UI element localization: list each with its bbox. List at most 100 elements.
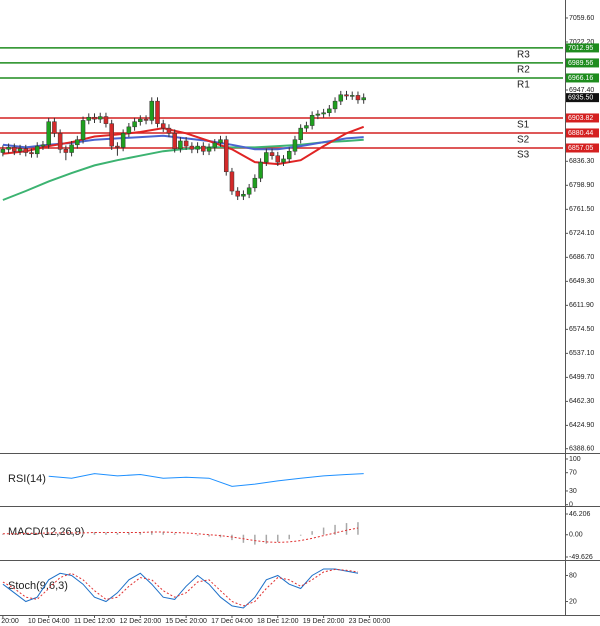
y-tick-label: 0.00 [569, 532, 583, 539]
price-label: 6903.82 [568, 115, 593, 122]
y-tick-label: 46.206 [569, 511, 591, 518]
candle-body [304, 125, 309, 129]
indicator-line [48, 473, 364, 487]
candle-body [138, 118, 143, 122]
candle-body [75, 139, 80, 146]
panel-title: MACD(12,26,9) [8, 526, 84, 538]
candle-body [143, 118, 149, 121]
candle-body [92, 116, 97, 120]
candle-body [155, 100, 160, 124]
candle-body [361, 97, 366, 101]
y-tick-label: 6462.30 [569, 398, 594, 405]
indicator-line [2, 568, 359, 607]
x-tick-label: 20:00 [1, 618, 19, 625]
candle-body [201, 145, 206, 152]
indicator-line [2, 138, 364, 201]
price-box [566, 113, 599, 123]
candle-body [223, 139, 229, 173]
candle-body [57, 133, 63, 150]
candle-body [275, 155, 281, 163]
y-tick-label: 100 [569, 456, 581, 463]
candle-body [80, 120, 86, 140]
candle-body [120, 133, 126, 148]
price-box [566, 128, 599, 138]
candle-body [315, 113, 321, 116]
y-tick-label: 7059.60 [569, 15, 594, 22]
indicator-line [2, 568, 359, 609]
candle-body [103, 116, 109, 124]
candle-body [298, 127, 303, 140]
price-label: 7012.95 [568, 45, 593, 52]
candle-body [97, 116, 103, 120]
candle-body [166, 127, 172, 134]
x-tick-label: 19 Dec 20:00 [303, 618, 345, 625]
x-tick-label: 12 Dec 20:00 [119, 618, 161, 625]
candle-body [258, 161, 263, 179]
candle-body [52, 121, 57, 134]
candle-body [246, 187, 252, 195]
candle-body [355, 95, 361, 101]
price-label: 6966.16 [568, 75, 593, 82]
price-box [566, 143, 599, 153]
indicator-line [2, 527, 359, 543]
candle-body [264, 152, 269, 163]
candle-body [189, 145, 195, 150]
candle-body [34, 145, 40, 155]
candle-body [321, 112, 326, 115]
candle-body [160, 123, 166, 129]
y-tick-label: 6686.70 [569, 254, 594, 261]
candle-body [17, 148, 23, 152]
candle-body [126, 126, 132, 134]
price-label: 6880.44 [568, 130, 593, 137]
candle-body [6, 147, 11, 150]
y-tick-label: 20 [569, 598, 577, 605]
y-tick-label: 0 [569, 502, 573, 509]
candle-body [0, 149, 6, 153]
candle-body [269, 152, 275, 156]
last-price-label: 6935.50 [568, 94, 593, 101]
y-tick-label: -49.626 [569, 554, 593, 561]
y-tick-label: 6537.10 [569, 350, 594, 357]
level-name: S3 [517, 150, 530, 161]
panel-title: Stoch(9,6,3) [8, 580, 68, 592]
y-tick-label: 70 [569, 470, 577, 477]
candle-body [195, 145, 200, 150]
candle-body [349, 95, 355, 97]
candle-body [344, 94, 349, 97]
price-label: 6857.05 [568, 145, 593, 152]
price-label: 6989.56 [568, 60, 593, 67]
candle-body [46, 121, 51, 146]
price-box [566, 43, 599, 53]
candle-body [281, 158, 286, 163]
candle-body [29, 152, 34, 155]
x-tick-label: 18 Dec 12:00 [257, 618, 299, 625]
candle-body [229, 171, 235, 192]
price-box [566, 73, 599, 83]
candle-body [183, 140, 189, 147]
x-tick-label: 11 Dec 12:00 [74, 618, 115, 625]
candle-body [172, 133, 177, 149]
y-tick-label: 6836.30 [569, 158, 594, 165]
level-name: R1 [517, 80, 530, 91]
candle-body [86, 116, 92, 121]
candle-body [69, 144, 74, 153]
last-price-box [566, 93, 599, 103]
x-tick-label: 10 Dec 04:00 [28, 618, 70, 625]
candle-body [241, 193, 246, 197]
candle-body [12, 147, 17, 152]
price-box [566, 58, 599, 68]
y-tick-label: 6611.90 [569, 302, 594, 309]
y-tick-label: 6947.40 [569, 87, 594, 94]
level-name: R3 [517, 50, 530, 61]
candle-body [327, 108, 332, 113]
y-tick-label: 6574.50 [569, 326, 594, 333]
indicator-line [2, 125, 365, 166]
y-tick-label: 6424.90 [569, 422, 594, 429]
x-tick-label: 23 Dec 00:00 [349, 618, 391, 625]
candle-body [332, 100, 338, 110]
candle-body [252, 177, 258, 189]
candle-body [178, 140, 183, 149]
candle-body [235, 190, 240, 197]
